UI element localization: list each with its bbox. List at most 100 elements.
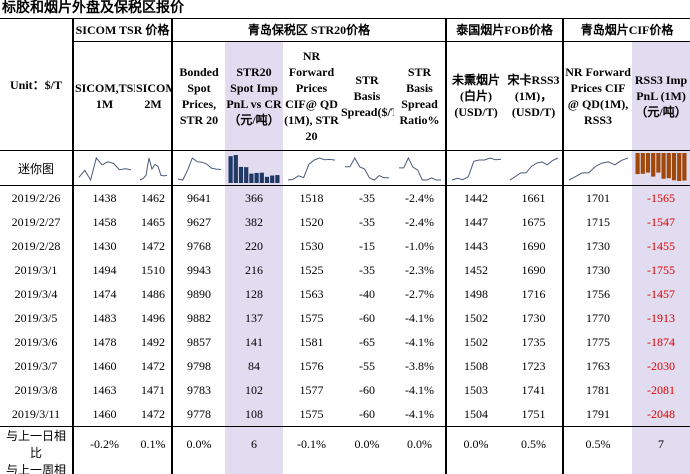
change-cell: 0.7%: [283, 461, 340, 474]
sparkline-cell: [394, 150, 447, 186]
value-cell: 1492: [141, 334, 165, 349]
value-cell: 1735: [521, 334, 546, 349]
value-cell: 1791: [562, 402, 633, 427]
value-cell: 1471: [141, 382, 165, 397]
group-header-row: Unit：$/T SICOM TSR 价格 青岛保税区 STR20价格 泰国烟片FOB…: [0, 18, 690, 151]
sparkline: [78, 156, 131, 182]
value-cell: -2048: [632, 402, 690, 427]
sparkline-bar: [682, 153, 687, 181]
change-cell: 1.9%: [562, 461, 633, 474]
value-cell: 1462: [141, 190, 165, 205]
value-cell: 1781: [562, 378, 633, 402]
value-cell: -4.1%: [405, 310, 435, 325]
sparkline-label: 迷你图: [0, 150, 73, 186]
sparkline-line: [139, 157, 167, 181]
value-cell: 1770: [562, 306, 633, 330]
sparkline-line: [398, 156, 441, 181]
date-cell: 2019/3/4: [14, 286, 58, 301]
sparkline-bar: [264, 176, 270, 183]
value-cell: -1547: [632, 210, 690, 234]
group-header: SICOM TSR 价格: [72, 18, 172, 42]
value-cell: -1457: [632, 282, 690, 306]
change-cell: -0.2%: [72, 426, 135, 461]
value-cell: 1530: [299, 238, 324, 253]
value-cell: -60: [359, 382, 375, 397]
value-cell: 1518: [299, 190, 324, 205]
group-header: 青岛烟片CIF价格: [562, 18, 690, 42]
value-cell: 128: [225, 282, 283, 306]
column-header: 未熏烟片(白片)(USD/T): [445, 41, 506, 151]
value-cell: 9882: [171, 306, 225, 330]
column-header: STR20 Spot Imp PnL vs CR（元/吨）: [225, 41, 283, 151]
sparkline-line: [287, 157, 336, 181]
change-cell: 0.0%: [340, 426, 394, 461]
value-cell: 1458: [72, 210, 135, 234]
value-cell: 1452: [445, 258, 506, 282]
column-header: SICOM,TSR, 2M: [136, 81, 172, 111]
value-cell: 1701: [562, 185, 633, 210]
date-cell: 2019/3/8: [14, 382, 58, 397]
value-cell: 1504: [445, 402, 506, 427]
sparkline: [287, 157, 336, 181]
sparkline-cell: [562, 150, 633, 186]
column-header: SICOM,TSR, 1M: [72, 41, 135, 151]
value-cell: 1763: [562, 354, 633, 378]
title: 标胶和烟片外盘及保税区报价: [2, 1, 184, 16]
value-cell: -4.1%: [405, 382, 435, 397]
change-row: 与上一日相比 -0.2% 0.1% 0.0% 6 -0.1% 0.0% 0.0% 0.0% 0.5…: [0, 426, 690, 461]
sparkline-bar: [233, 155, 238, 183]
value-cell: 382: [225, 210, 283, 234]
value-cell: -1.0%: [405, 238, 435, 253]
sparkline-bar: [244, 167, 249, 183]
value-cell: 366: [225, 185, 283, 210]
value-cell: 1496: [141, 310, 165, 325]
value-cell: 1730: [562, 258, 633, 282]
value-cell: -1565: [632, 185, 690, 210]
group-header: 泰国烟片FOB价格: [445, 18, 564, 42]
date-cell: 2019/3/5: [14, 310, 58, 325]
value-cell: -2030: [632, 354, 690, 378]
column-header: STR Basis Spread Ratio%: [399, 65, 440, 127]
column-header: STR Basis Spread($/T): [341, 73, 394, 119]
value-cell: -60: [359, 406, 375, 421]
sparkline-cell: [445, 150, 506, 186]
sparkline-line: [509, 157, 558, 181]
value-cell: -60: [359, 310, 375, 325]
value-cell: 1661: [521, 190, 546, 205]
sparkline-bar: [666, 153, 671, 179]
value-cell: -2.4%: [405, 214, 435, 229]
value-cell: 1690: [521, 238, 546, 253]
change-cell: 0.0%: [171, 426, 225, 461]
value-cell: -2.3%: [405, 262, 435, 277]
date-cell: 2019/2/28: [11, 238, 61, 253]
change-cell: 2.0%: [505, 461, 563, 474]
value-cell: 1472: [141, 358, 165, 373]
value-cell: -3.8%: [405, 358, 435, 373]
sparkline: [451, 157, 501, 181]
sparkline: [509, 157, 558, 181]
change-cell: 0.1%: [135, 426, 172, 461]
sparkline-bar: [671, 153, 677, 181]
value-cell: 1581: [299, 334, 324, 349]
sparkline-bar: [656, 153, 661, 173]
data-row: 2019/3/11 1460 1472 9778 108 1575 -60 -4.1% 1504…: [0, 402, 690, 427]
value-cell: 1508: [445, 354, 506, 378]
sparkline-cell: [72, 150, 135, 186]
value-cell: -55: [359, 358, 375, 373]
change-cell: -0.9%: [135, 461, 172, 474]
sparkline-cell: [340, 150, 394, 186]
value-cell: -35: [359, 214, 375, 229]
change-cell: 0.4%: [445, 461, 506, 474]
value-cell: 9943: [171, 258, 225, 282]
value-cell: 1447: [445, 210, 506, 234]
value-cell: -4.1%: [405, 406, 435, 421]
value-cell: 1443: [445, 234, 506, 258]
value-cell: 1520: [299, 214, 324, 229]
corner-cell: Unit：$/T: [0, 18, 73, 151]
sparkline-cell: [225, 150, 283, 186]
change-cell: -0.1%: [283, 426, 340, 461]
sparkline-bar: [661, 153, 666, 179]
sparkline-cell: [283, 150, 340, 186]
sparkline-cell: [632, 150, 690, 186]
